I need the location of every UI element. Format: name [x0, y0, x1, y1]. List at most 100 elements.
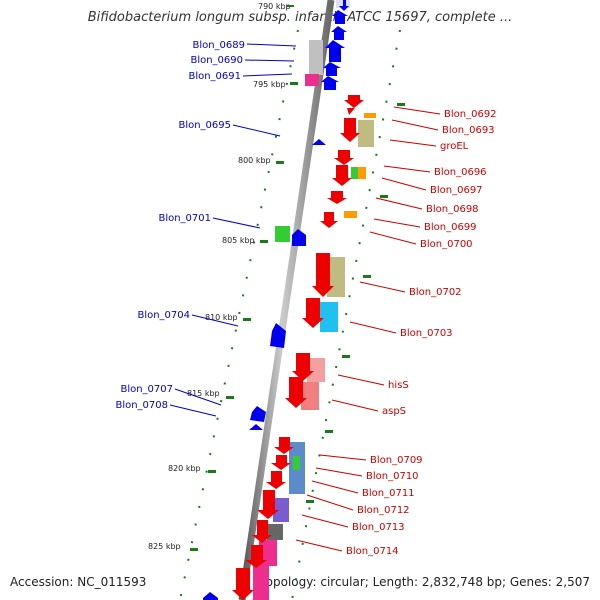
accession-text: Accession: NC_011593: [10, 575, 147, 589]
gene-label[interactable]: Blon_0700: [420, 239, 473, 250]
gene-label[interactable]: aspS: [382, 406, 406, 417]
feature-block: [293, 456, 300, 470]
label-connector: [359, 281, 406, 293]
gene-label[interactable]: Blon_0691: [188, 71, 241, 82]
tick-mark: [276, 161, 284, 164]
feature-block: [305, 74, 319, 86]
gene-label[interactable]: Blon_0704: [137, 310, 190, 321]
gene-arrow: [292, 229, 306, 246]
gene-arrow: [332, 10, 348, 24]
gene-label[interactable]: Blon_0699: [424, 222, 477, 233]
label-connector: [244, 59, 295, 62]
tick-mark: [306, 500, 314, 503]
gene-arrow: [321, 76, 339, 90]
tick-label: 810 kbp: [205, 313, 238, 322]
feature-block: [351, 167, 358, 179]
label-connector: [301, 514, 349, 528]
gene-label[interactable]: Blon_0714: [346, 546, 399, 557]
gene-arrow: [270, 323, 286, 348]
gene-label[interactable]: Blon_0701: [158, 213, 211, 224]
gene-label[interactable]: Blon_0702: [409, 287, 462, 298]
label-connector: [331, 399, 379, 412]
gene-label[interactable]: Blon_0698: [426, 204, 479, 215]
reverse-strand-genes: [203, 0, 349, 600]
feature-block: [273, 498, 289, 522]
left-gene-labels: Blon_0689 Blon_0690 Blon_0691 Blon_0695 …: [115, 40, 245, 411]
label-connector: [337, 374, 385, 386]
gene-label[interactable]: hisS: [388, 380, 409, 391]
gene-label[interactable]: Blon_0711: [362, 488, 415, 499]
feature-block: [267, 524, 283, 540]
gene-arrow: [344, 95, 364, 108]
gene-label[interactable]: Blon_0703: [400, 328, 453, 339]
tick-mark: [190, 548, 198, 551]
gene-arrow: [312, 253, 334, 297]
gene-arrow: [245, 545, 267, 568]
tick-label: 795 kbp: [253, 80, 286, 89]
tick-mark: [243, 318, 251, 321]
gene-arrow: [249, 424, 263, 430]
feature-block: [301, 382, 319, 410]
feature-block: [307, 358, 325, 382]
left-label-connectors: [169, 43, 297, 417]
gene-label[interactable]: Blon_0708: [115, 400, 168, 411]
gene-label[interactable]: Blon_0707: [120, 384, 173, 395]
gene-arrow: [340, 118, 360, 142]
gene-label[interactable]: Blon_0709: [370, 455, 423, 466]
label-connector: [319, 454, 367, 461]
label-connector: [174, 388, 222, 406]
tick-label: 800 kbp: [238, 156, 271, 165]
gene-label[interactable]: Blon_0690: [190, 55, 243, 66]
gene-arrow: [257, 490, 279, 519]
forward-strand-genes: [232, 95, 364, 600]
feature-block: [358, 167, 366, 179]
gene-arrow: [347, 108, 355, 115]
gene-label[interactable]: Blon_0693: [442, 125, 495, 136]
tick-mark: [260, 240, 268, 243]
right-gene-labels: Blon_0692 Blon_0693 groEL Blon_0696 Blon…: [346, 109, 497, 557]
gene-arrow: [232, 568, 254, 600]
label-connector: [393, 106, 441, 115]
label-connector: [349, 321, 397, 334]
tick-mark: [397, 103, 405, 106]
gene-label[interactable]: Blon_0713: [352, 522, 405, 533]
gene-label[interactable]: Blon_0695: [178, 120, 231, 131]
tick-label: 825 kbp: [148, 542, 181, 551]
tick-mark: [363, 275, 371, 278]
gene-label[interactable]: groEL: [440, 141, 469, 152]
gene-label[interactable]: Blon_0710: [366, 471, 419, 482]
feature-block: [309, 40, 323, 75]
right-label-connectors: [295, 106, 441, 552]
tick-mark: [287, 5, 294, 7]
label-connector: [169, 404, 217, 417]
label-connector: [381, 177, 427, 191]
label-connector: [232, 124, 281, 137]
genome-backbone: [238, 0, 335, 600]
gene-label[interactable]: Blon_0697: [430, 185, 483, 196]
tick-mark: [380, 195, 388, 198]
gene-arrow: [331, 26, 347, 40]
label-connector: [191, 314, 239, 327]
feature-block: [253, 566, 269, 600]
gene-label[interactable]: Blon_0696: [434, 167, 487, 178]
feature-block: [344, 211, 357, 218]
gene-label[interactable]: Blon_0712: [357, 505, 410, 516]
gene-arrow: [334, 150, 354, 165]
label-connector: [306, 494, 354, 511]
feature-block: [364, 113, 376, 118]
tick-mark: [226, 396, 234, 399]
gene-arrow: [312, 139, 326, 145]
gene-arrow: [323, 62, 341, 76]
label-connector: [389, 139, 437, 147]
gene-arrow: [252, 520, 272, 543]
label-connector: [212, 217, 261, 229]
gene-label[interactable]: Blon_0689: [192, 40, 245, 51]
label-connector: [375, 197, 423, 210]
label-connector: [383, 165, 431, 173]
gene-arrow: [339, 0, 349, 11]
label-connector: [391, 119, 439, 131]
feature-block: [275, 226, 290, 242]
small-features: [293, 113, 376, 470]
gene-label[interactable]: Blon_0692: [444, 109, 497, 120]
